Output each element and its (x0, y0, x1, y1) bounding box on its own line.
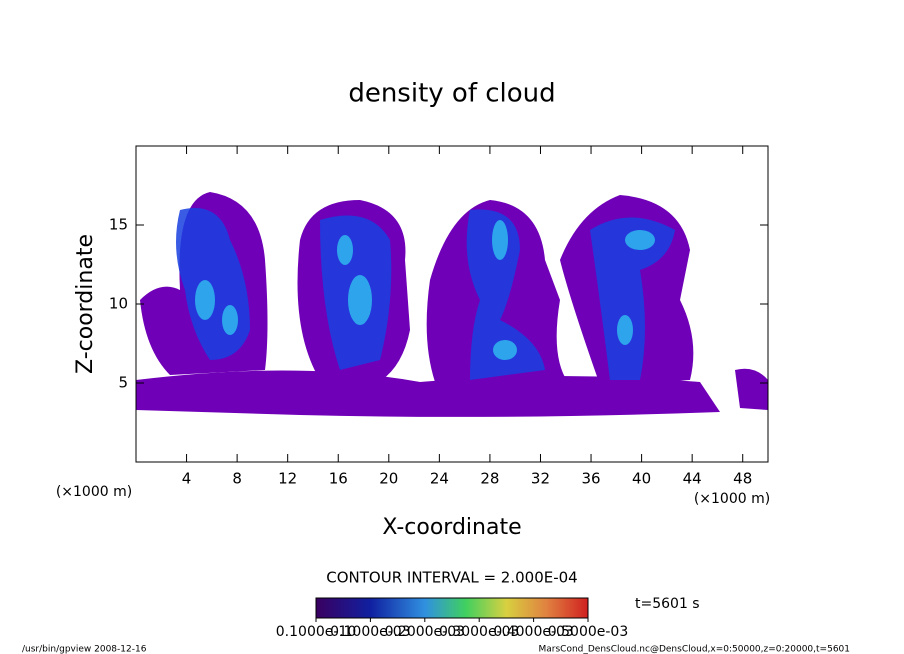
contour-field (136, 192, 768, 417)
x-tick-label: 4 (182, 470, 192, 488)
colorbar-tick-label: 0.1000e-10 (276, 624, 356, 640)
colorbar-tick-label: 0.2000e-03 (385, 624, 465, 640)
x-tick-label: 20 (379, 470, 398, 488)
footer-left: /usr/bin/gpview 2008-12-16 (22, 645, 147, 654)
x-tick-label: 24 (430, 470, 449, 488)
y-unit: (×1000 m) (56, 484, 132, 500)
y-tick-label: 15 (109, 216, 128, 234)
y-axis-label: Z-coordinate (73, 234, 98, 374)
x-tick-label: 40 (632, 470, 651, 488)
y-tick-label: 5 (118, 374, 128, 392)
x-tick-label: 12 (278, 470, 297, 488)
x-tick-label: 44 (683, 470, 702, 488)
x-axis-label: X-coordinate (382, 515, 521, 540)
chart-title: density of cloud (348, 79, 555, 109)
contour-interval: CONTOUR INTERVAL = 2.000E-04 (326, 569, 577, 587)
colorbar-tick-label: 0.4000e-03 (493, 624, 573, 640)
axes: 4 8 12 16 20 24 28 32 36 40 44 48510150.1000e-100.1… (109, 146, 768, 640)
x-tick-label: 32 (531, 470, 550, 488)
x-tick-label: 28 (480, 470, 499, 488)
x-tick-label: 16 (329, 470, 348, 488)
x-tick-label: 8 (232, 470, 242, 488)
colorbar-tick-label: 0.5000e-03 (548, 624, 628, 640)
x-tick-label: 36 (581, 470, 600, 488)
x-unit: (×1000 m) (694, 491, 770, 507)
colorbar (315, 597, 589, 619)
footer-right: MarsCond_DensCloud.nc@DensCloud,x=0:5000… (539, 645, 851, 654)
y-tick-label: 10 (109, 295, 128, 313)
colorbar-tick-label: 0.3000e-03 (439, 624, 519, 640)
time-label: t=5601 s (635, 596, 700, 612)
x-tick-label: 48 (733, 470, 752, 488)
colorbar-tick-label: 0.1000e-03 (330, 624, 410, 640)
